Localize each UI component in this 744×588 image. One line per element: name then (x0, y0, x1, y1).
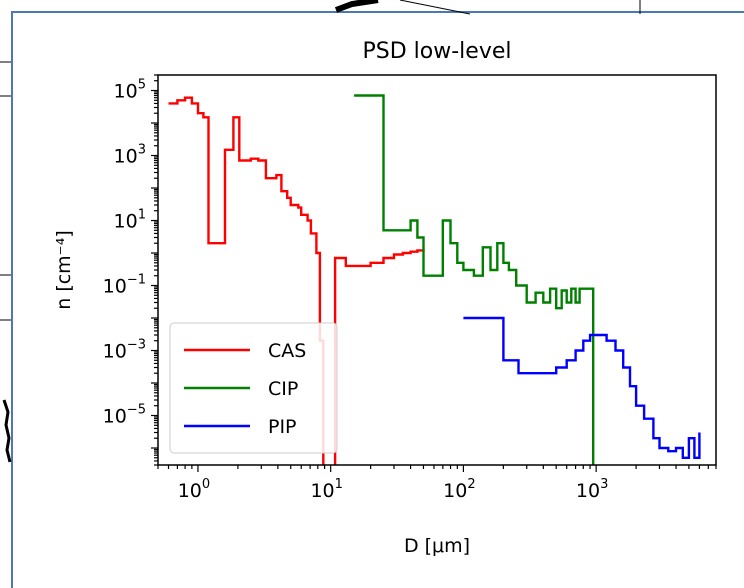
y-axis-label: n [cm⁻⁴] (53, 230, 75, 310)
chart-window-frame (11, 11, 744, 588)
legend-label-cip: CIP (268, 378, 298, 400)
background-line (399, 0, 471, 15)
x-tick-label: 103 (576, 477, 608, 502)
series-line-pip (463, 316, 701, 459)
legend-label-cas: CAS (268, 340, 306, 362)
background-arrow-stroke (334, 0, 379, 13)
y-tick-label: 10−1 (103, 273, 146, 298)
x-tick-label: 102 (443, 477, 475, 502)
y-axis: 105 103 101 10−1 10−3 10−5 (103, 74, 158, 466)
legend-label-pip: PIP (268, 416, 297, 438)
chart-legend: CAS CIP PIP (169, 322, 338, 454)
y-tick-label: 103 (114, 143, 146, 168)
y-tick-label: 10−3 (103, 338, 146, 363)
chart-title: PSD low-level (363, 39, 512, 64)
x-axis-label: D [μm] (404, 535, 470, 557)
series-line-cip (354, 94, 595, 465)
x-tick-label: 101 (310, 477, 342, 502)
series-layer (168, 94, 701, 465)
background-scribble (2, 399, 12, 463)
x-axis: 100 101 102 103 (157, 465, 717, 502)
background-decoration (0, 0, 641, 463)
y-tick-label: 101 (114, 208, 146, 233)
y-tick-label: 105 (114, 78, 146, 103)
y-tick-label: 10−5 (103, 403, 146, 428)
series-line-cas (168, 96, 425, 465)
x-tick-label: 100 (178, 477, 210, 502)
legend-box (169, 322, 338, 454)
